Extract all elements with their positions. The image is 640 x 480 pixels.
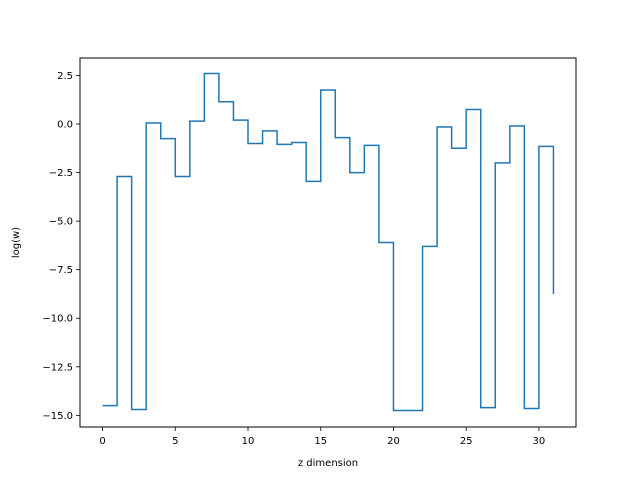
- y-tick-label: −12.5: [42, 362, 73, 373]
- x-tick-label: 20: [387, 436, 400, 447]
- y-tick-label: −2.5: [49, 168, 73, 179]
- series-line-0: [102, 72, 555, 412]
- x-tick-label: 25: [460, 436, 473, 447]
- y-tick-label: −15.0: [42, 411, 73, 422]
- axes-frame: [79, 57, 577, 428]
- y-tick-label: 0.0: [57, 120, 73, 131]
- y-tick-label: −10.0: [42, 314, 73, 325]
- y-axis-ticks: 2.5 0.0 −2.5 −5.0 −7.5 −10.0 −12.5 −15.0: [42, 71, 80, 422]
- x-axis-label: z dimension: [298, 458, 358, 469]
- y-tick-label: −5.0: [49, 217, 73, 228]
- x-tick-label: 15: [314, 436, 327, 447]
- series-layer: [102, 72, 555, 412]
- plot-area: [80, 58, 576, 427]
- x-tick-label: 0: [99, 436, 105, 447]
- axes-background: [80, 58, 576, 427]
- y-tick-label: −7.5: [49, 265, 73, 276]
- y-tick-label: 2.5: [57, 71, 73, 82]
- x-tick-label: 30: [533, 436, 546, 447]
- x-tick-label: 10: [242, 436, 255, 447]
- x-tick-label: 5: [172, 436, 178, 447]
- x-axis-ticks: 0 5 10 15 20 25 30: [99, 427, 545, 447]
- y-axis-label: log(w): [11, 227, 22, 258]
